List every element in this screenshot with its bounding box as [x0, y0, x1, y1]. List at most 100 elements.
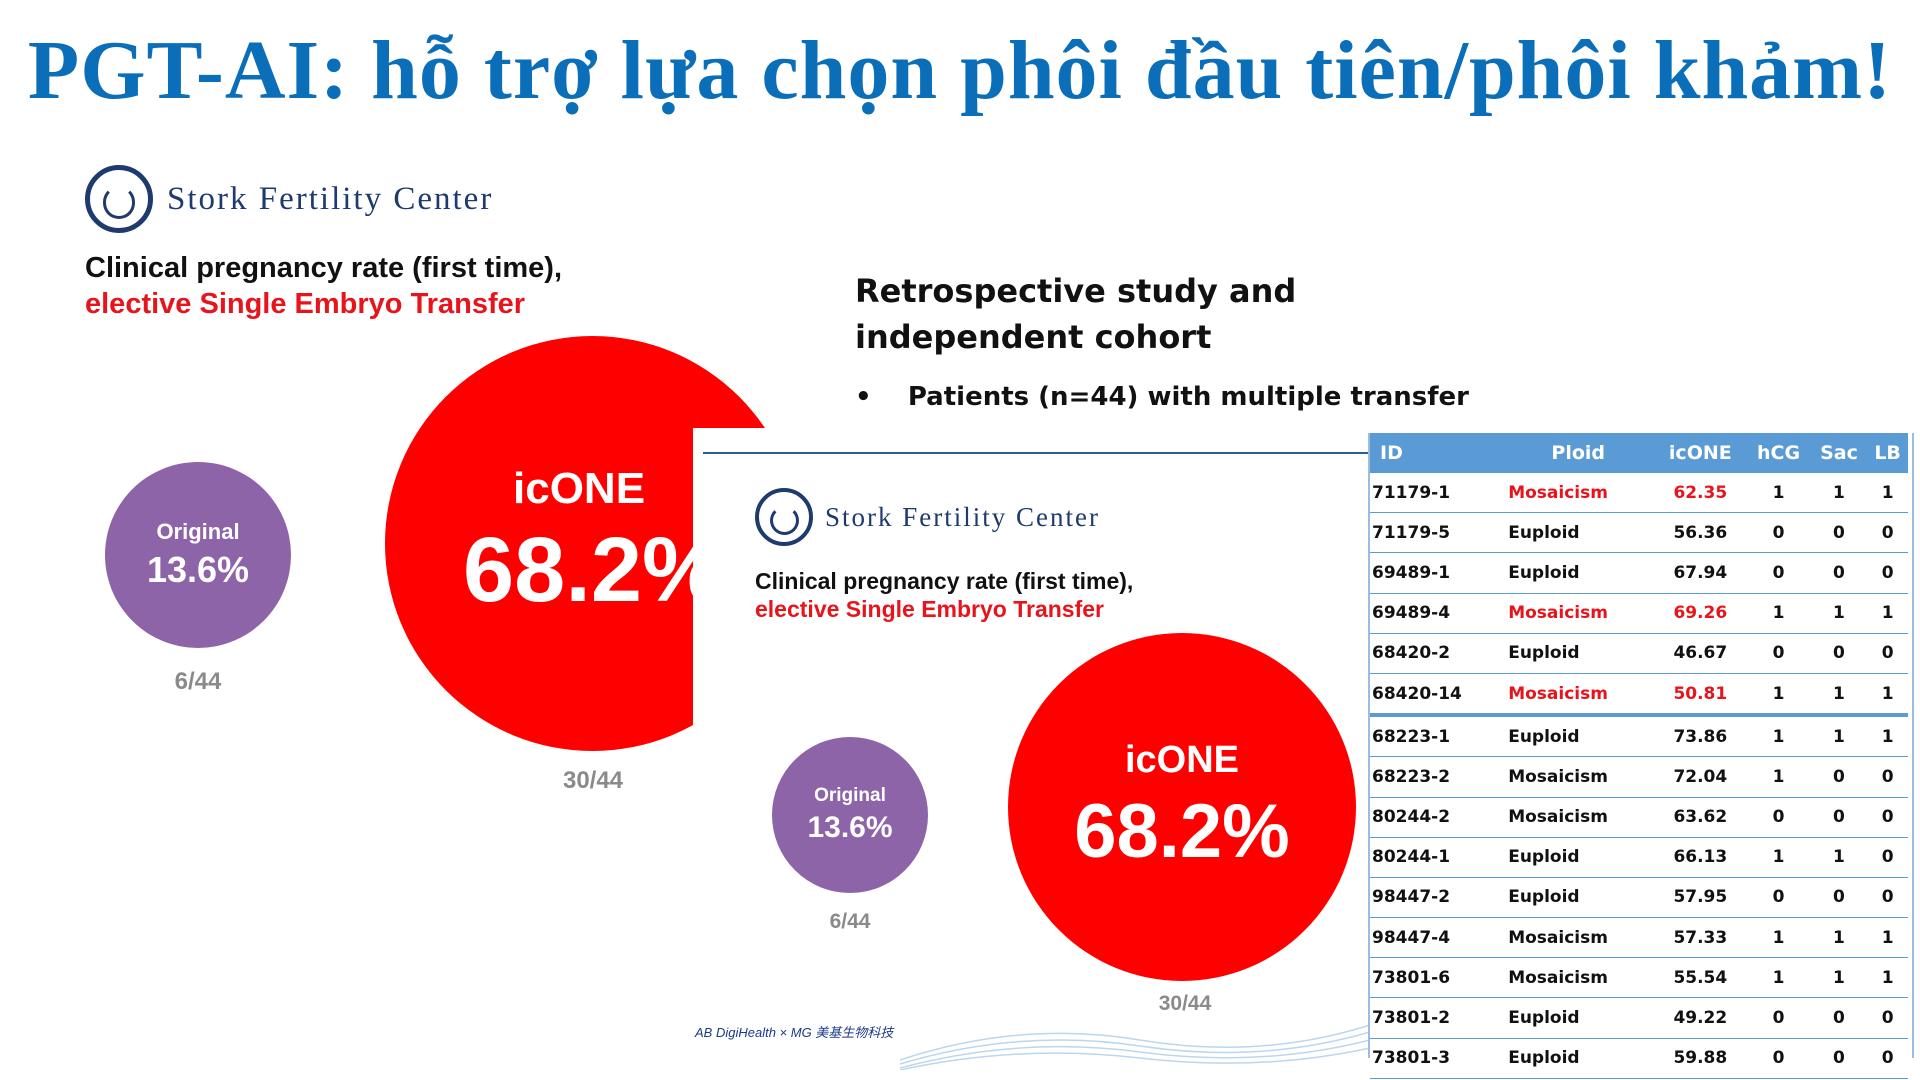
cell-lb: 1: [1867, 473, 1908, 514]
cell-sac: 1: [1810, 917, 1868, 959]
cell-ploid: Mosaicism: [1502, 756, 1655, 798]
cell-hcg: 0: [1746, 552, 1811, 594]
front-slide-rule: [703, 452, 1373, 454]
cell-lb: 0: [1867, 997, 1908, 1039]
cell-icone: 49.22: [1654, 997, 1747, 1039]
cell-ploid: Euploid: [1502, 1038, 1655, 1079]
original-fraction: 6/44: [174, 668, 222, 695]
cell-hcg: 0: [1746, 512, 1811, 554]
cell-lb: 0: [1867, 877, 1908, 919]
cell-id: 69489-1: [1370, 552, 1503, 594]
cell-hcg: 1: [1746, 917, 1811, 959]
table-row: 68420-2 Euploid 46.67 0 0 0: [1370, 633, 1908, 674]
cell-sac: 1: [1810, 837, 1868, 878]
cell-sac: 1: [1810, 673, 1868, 718]
col-ploid: Ploid: [1502, 433, 1655, 473]
table-row: 73801-6 Mosaicism 55.54 1 1 1: [1370, 957, 1908, 999]
cell-ploid: Mosaicism: [1502, 957, 1655, 999]
table-row: 71179-1 Mosaicism 62.35 1 1 1: [1370, 473, 1908, 514]
icone-value: 68.2%: [463, 519, 724, 621]
cell-ploid: Euploid: [1502, 837, 1655, 878]
headline-front: Clinical pregnancy rate (first time), el…: [755, 568, 1133, 623]
cell-lb: 1: [1867, 715, 1908, 758]
cell-sac: 0: [1810, 997, 1868, 1039]
headline-back: Clinical pregnancy rate (first time), el…: [85, 250, 562, 323]
study-line1: Retrospective study and: [855, 272, 1297, 310]
cell-sac: 0: [1810, 797, 1868, 838]
logo-text: Stork Fertility Center: [167, 180, 494, 217]
embryo-table: ID Ploid icONE hCG Sac LB 71179-1 Mosaici…: [1370, 433, 1908, 1079]
table-row: 73801-2 Euploid 49.22 0 0 0: [1370, 997, 1908, 1039]
cell-icone: 63.62: [1654, 797, 1747, 838]
study-bullet: • Patients (n=44) with multiple transfer: [855, 382, 1469, 412]
cell-sac: 0: [1810, 756, 1868, 798]
cell-hcg: 0: [1746, 797, 1811, 838]
cell-ploid: Mosaicism: [1502, 917, 1655, 959]
col-lb: LB: [1867, 433, 1908, 473]
headline-line2: elective Single Embryo Transfer: [85, 288, 526, 321]
table-row: 69489-4 Mosaicism 69.26 1 1 1: [1370, 593, 1908, 634]
cell-id: 68223-2: [1370, 756, 1503, 798]
cell-icone: 73.86: [1654, 715, 1747, 758]
col-id: ID: [1370, 433, 1503, 473]
cell-icone: 57.33: [1654, 917, 1747, 959]
cell-lb: 1: [1867, 673, 1908, 718]
col-hcg: hCG: [1746, 433, 1811, 473]
cell-sac: 0: [1810, 877, 1868, 919]
page-title: PGT-AI: hỗ trợ lựa chọn phôi đầu tiên/ph…: [27, 24, 1893, 117]
cell-lb: 0: [1867, 837, 1908, 878]
original-circle-back: Original 13.6%: [105, 462, 291, 648]
cell-sac: 1: [1810, 473, 1868, 514]
cell-icone: 55.54: [1654, 957, 1747, 999]
cell-ploid: Mosaicism: [1502, 797, 1655, 838]
cell-hcg: 1: [1746, 715, 1811, 758]
cell-hcg: 0: [1746, 1038, 1811, 1079]
table-row: 98447-2 Euploid 57.95 0 0 0: [1370, 877, 1908, 919]
cell-lb: 1: [1867, 957, 1908, 999]
table-row: 80244-2 Mosaicism 63.62 0 0 0: [1370, 797, 1908, 838]
cell-id: 73801-2: [1370, 997, 1503, 1039]
cell-hcg: 0: [1746, 997, 1811, 1039]
cell-sac: 1: [1810, 957, 1868, 999]
cell-icone: 57.95: [1654, 877, 1747, 919]
table-row: 68420-14 Mosaicism 50.81 1 1 1: [1370, 673, 1908, 718]
cell-sac: 1: [1810, 593, 1868, 634]
original-label: Original: [814, 785, 886, 806]
cell-lb: 0: [1867, 512, 1908, 554]
cell-ploid: Mosaicism: [1502, 673, 1655, 718]
cell-ploid: Euploid: [1502, 633, 1655, 674]
table-row: 68223-1 Euploid 73.86 1 1 1: [1370, 715, 1908, 758]
cell-lb: 1: [1867, 593, 1908, 634]
cell-id: 98447-4: [1370, 917, 1503, 959]
cell-id: 69489-4: [1370, 593, 1503, 634]
cell-id: 68420-14: [1370, 673, 1503, 718]
cell-hcg: 0: [1746, 877, 1811, 919]
cell-id: 73801-6: [1370, 957, 1503, 999]
cell-lb: 0: [1867, 1038, 1908, 1079]
cell-icone: 46.67: [1654, 633, 1747, 674]
cell-hcg: 1: [1746, 473, 1811, 514]
cell-ploid: Mosaicism: [1502, 593, 1655, 634]
cell-icone: 50.81: [1654, 673, 1747, 718]
cell-sac: 0: [1810, 1038, 1868, 1079]
icone-fraction: 30/44: [1158, 992, 1212, 1015]
original-label: Original: [156, 519, 240, 544]
table-header-row: ID Ploid icONE hCG Sac LB: [1370, 433, 1908, 473]
cell-id: 80244-2: [1370, 797, 1503, 838]
study-bullet-text: Patients (n=44) with multiple transfer: [907, 382, 1469, 412]
cell-hcg: 0: [1746, 633, 1811, 674]
cell-lb: 1: [1867, 917, 1908, 959]
headline-line1: Clinical pregnancy rate (first time),: [755, 568, 1134, 594]
cell-lb: 0: [1867, 633, 1908, 674]
original-value: 13.6%: [146, 549, 250, 590]
original-fraction: 6/44: [829, 910, 871, 933]
cell-icone: 62.35: [1654, 473, 1747, 514]
cell-sac: 0: [1810, 552, 1868, 594]
cell-lb: 0: [1867, 552, 1908, 594]
cell-id: 73801-3: [1370, 1038, 1503, 1079]
table-frame: [1368, 433, 1914, 1058]
cell-icone: 72.04: [1654, 756, 1747, 798]
table-row: 71179-5 Euploid 56.36 0 0 0: [1370, 512, 1908, 554]
study-line2: independent cohort: [855, 318, 1212, 356]
headline-line1: Clinical pregnancy rate (first time),: [85, 252, 563, 284]
